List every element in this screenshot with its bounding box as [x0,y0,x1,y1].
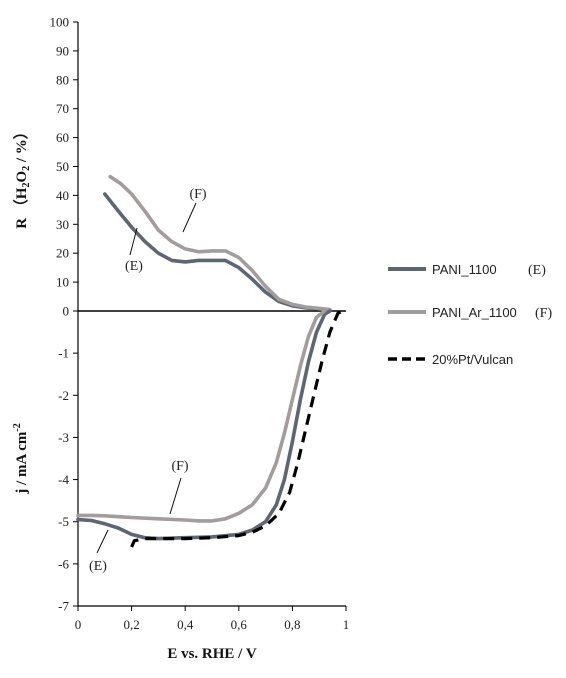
top-ylabel-mid: O [14,171,30,183]
top-annotation-leader [182,202,197,233]
bottom-series-pani-ar-1100-line [76,309,327,523]
bottom-ytick-label: -6 [58,556,69,571]
top-ytick-label: 30 [56,217,69,232]
top-ytick-label: 0 [63,304,70,319]
bottom-y-axis-title: j / mA cm-2 [12,423,30,494]
top-ytick-label: 10 [56,275,69,290]
bottom-ytick-label: -7 [58,599,69,614]
top-ytick-label: 20 [56,246,69,261]
bottom-ytick-label: -2 [58,388,69,403]
legend-label: PANI_Ar_1100 [432,305,517,320]
bottom-ytick-label: -1 [58,346,69,361]
legend-tag: (F) [535,306,552,321]
annotations: (F) (E) (F) (E) [89,187,207,574]
xtick-label: 1 [343,617,350,632]
top-y-axis-title: R （H2O2 / %） [12,124,32,229]
bottom-annotation-label: (E) [89,559,107,574]
series-lines [76,174,344,548]
bottom-series-20-pt-vulcan-line [130,309,344,548]
legend-label: 20%Pt/Vulcan [432,352,513,367]
bottom-annotation-leader [96,529,109,554]
bottom-ytick-label: -4 [58,472,69,487]
bottom-ytick-label: -5 [58,514,69,529]
xtick-label: 0,6 [231,617,248,632]
top-ytick-label: 40 [56,188,69,203]
legend: PANI_1100 (E) PANI_Ar_1100 (F) 20%Pt/Vulcan [388,262,552,367]
top-ytick-label: 80 [56,72,69,87]
xtick-label: 0,4 [177,617,194,632]
tick-labels: 0 10 20 30 40 50 60 70 80 90 100 -7 -6 -5 -4 -3 -2 -1 0 0,2… [50,15,350,633]
xtick-label: 0,8 [284,617,300,632]
top-ylabel-suffix: / %） [12,124,30,166]
bottom-ylabel-sup: -2 [12,423,23,431]
top-annotation-label: (E) [125,259,143,274]
top-ytick-label: 90 [56,43,69,58]
x-axis-title: E vs. RHE / V [167,646,256,662]
top-ylabel-sub1: 2 [21,183,32,188]
top-ylabel-prefix: R （H [12,187,30,229]
top-ytick-label: 60 [56,130,69,145]
axis-titles: E vs. RHE / V R （H2O2 / %） j / mA cm-2 [12,124,257,662]
top-ytick-label: 100 [50,15,70,30]
top-ylabel-sub2: 2 [21,166,32,171]
axes [73,21,347,611]
bottom-series-pani-1100-line [76,309,332,541]
legend-tag: (E) [528,263,546,278]
bottom-ytick-label: -3 [58,430,69,445]
top-ytick-label: 50 [56,159,69,174]
xtick-label: 0 [75,617,82,632]
top-annotation-label: (F) [189,187,206,202]
top-annotation-leader [129,227,138,256]
top-series-pani-ar-1100-line [108,174,332,312]
bottom-annotation-leader [169,477,182,515]
xtick-label: 0,2 [123,617,139,632]
top-ytick-label: 70 [56,101,69,116]
bottom-annotation-label: (F) [171,459,188,474]
legend-label: PANI_1100 [432,262,497,277]
bottom-ylabel-prefix: j / mA cm [14,431,30,495]
